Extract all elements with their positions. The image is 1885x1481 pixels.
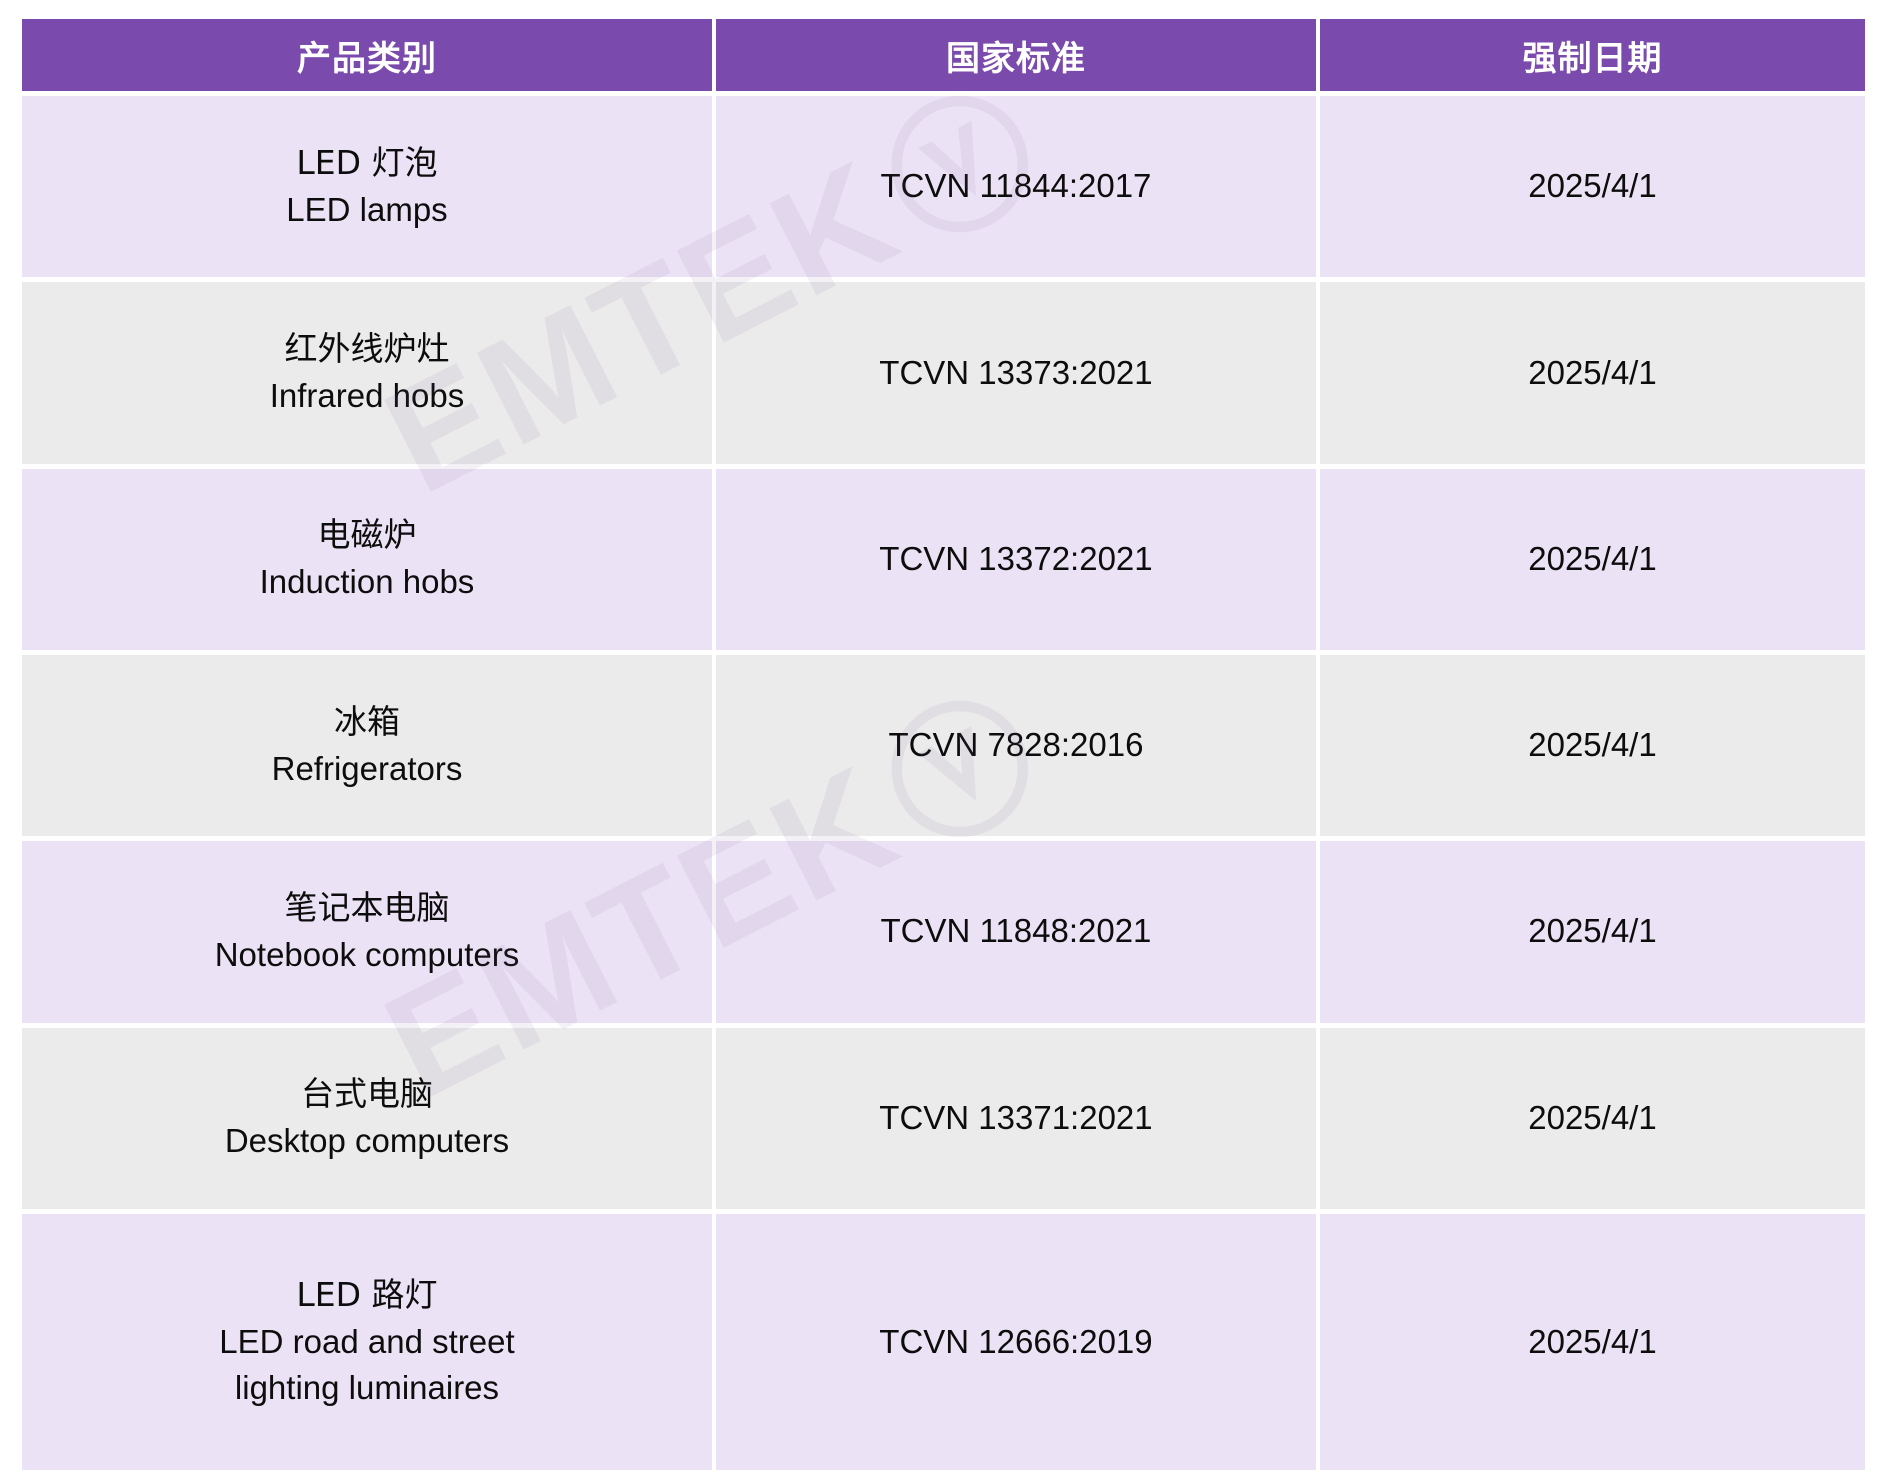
cell-product: 电磁炉 Induction hobs xyxy=(22,468,712,650)
cell-date: 2025/4/1 xyxy=(1319,841,1865,1023)
cell-date: 2025/4/1 xyxy=(1319,654,1865,837)
table-body: LED 灯泡 LED lamps TCVN 11844:2017 2025/4/… xyxy=(22,96,1865,1470)
table-header: 产品类别 国家标准 强制日期 xyxy=(22,19,1865,91)
product-name-en: LED road and street xyxy=(219,1322,515,1360)
product-name-cn: LED 路灯 xyxy=(296,1274,438,1314)
cell-standard: TCVN 13372:2021 xyxy=(715,468,1316,650)
cell-standard: TCVN 13373:2021 xyxy=(715,282,1316,464)
cell-product: 台式电脑 Desktop computers xyxy=(22,1027,712,1209)
cell-date: 2025/4/1 xyxy=(1319,96,1865,278)
product-name-en: Induction hobs xyxy=(259,563,475,601)
cell-product: 笔记本电脑 Notebook computers xyxy=(22,841,712,1023)
column-header-date: 强制日期 xyxy=(1319,19,1865,91)
cell-standard: TCVN 12666:2019 xyxy=(715,1213,1316,1470)
table-row: 台式电脑 Desktop computers TCVN 13371:2021 2… xyxy=(22,1027,1865,1209)
product-name-en: Notebook computers xyxy=(214,935,520,973)
product-name-en: Desktop computers xyxy=(224,1122,510,1160)
cell-date: 2025/4/1 xyxy=(1319,1213,1865,1470)
product-name-cn: 红外线炉灶 xyxy=(284,329,450,369)
header-row: 产品类别 国家标准 强制日期 xyxy=(22,19,1865,91)
cell-product: LED 路灯 LED road and street lighting lumi… xyxy=(22,1213,712,1470)
cell-standard: TCVN 7828:2016 xyxy=(715,654,1316,837)
cell-standard: TCVN 13371:2021 xyxy=(715,1027,1316,1209)
cell-product: 冰箱 Refrigerators xyxy=(22,654,712,837)
table-row: 冰箱 Refrigerators TCVN 7828:2016 2025/4/1 xyxy=(22,654,1865,837)
table-row: LED 路灯 LED road and street lighting lumi… xyxy=(22,1213,1865,1470)
cell-standard: TCVN 11848:2021 xyxy=(715,841,1316,1023)
table-row: 红外线炉灶 Infrared hobs TCVN 13373:2021 2025… xyxy=(22,282,1865,464)
product-name-cn: 电磁炉 xyxy=(317,515,417,555)
product-name-cn: 笔记本电脑 xyxy=(284,888,450,928)
column-header-product: 产品类别 xyxy=(22,19,712,91)
column-header-standard: 国家标准 xyxy=(715,19,1316,91)
product-name-cn: 台式电脑 xyxy=(300,1074,433,1114)
cell-date: 2025/4/1 xyxy=(1319,282,1865,464)
product-name-en-2: lighting luminaires xyxy=(234,1369,500,1407)
table-row: 电磁炉 Induction hobs TCVN 13372:2021 2025/… xyxy=(22,468,1865,650)
product-name-cn: 冰箱 xyxy=(333,701,400,741)
table-row: LED 灯泡 LED lamps TCVN 11844:2017 2025/4/… xyxy=(22,96,1865,278)
cell-product: LED 灯泡 LED lamps xyxy=(22,96,712,278)
cell-date: 2025/4/1 xyxy=(1319,1027,1865,1209)
cell-date: 2025/4/1 xyxy=(1319,468,1865,650)
product-name-cn: LED 灯泡 xyxy=(296,142,438,182)
table-row: 笔记本电脑 Notebook computers TCVN 11848:2021… xyxy=(22,841,1865,1023)
product-name-en: Infrared hobs xyxy=(269,376,465,414)
product-name-en: LED lamps xyxy=(286,190,448,228)
standards-table: 产品类别 国家标准 强制日期 LED 灯泡 LED lamps TCVN 118… xyxy=(18,14,1869,1475)
product-name-en: Refrigerators xyxy=(271,749,463,787)
cell-product: 红外线炉灶 Infrared hobs xyxy=(22,282,712,464)
cell-standard: TCVN 11844:2017 xyxy=(715,96,1316,278)
